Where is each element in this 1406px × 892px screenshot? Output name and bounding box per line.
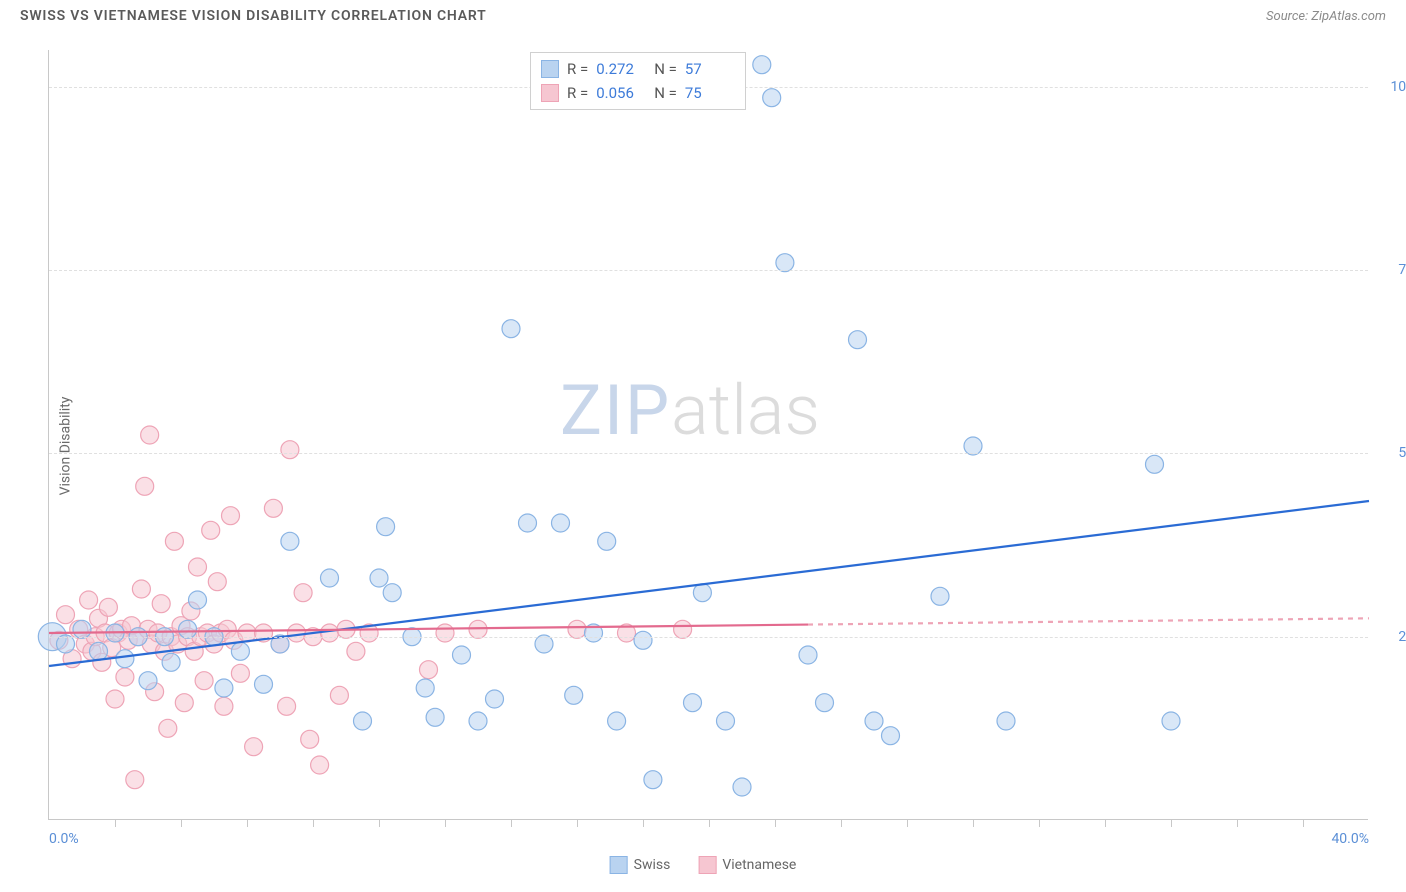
scatter-svg xyxy=(49,50,1368,819)
stat-r-viet: 0.056 xyxy=(596,81,646,105)
source-label: Source: ZipAtlas.com xyxy=(1266,9,1386,24)
stats-row-viet: R = 0.056 N = 75 xyxy=(541,81,735,105)
stat-n-label: N = xyxy=(654,81,677,105)
stat-n-viet: 75 xyxy=(685,81,735,105)
legend-item-swiss: Swiss xyxy=(610,856,671,874)
y-tick-label: 10.0% xyxy=(1390,79,1406,95)
legend-label-viet: Vietnamese xyxy=(722,857,796,873)
legend-swatch-swiss xyxy=(610,856,628,874)
bottom-legend: Swiss Vietnamese xyxy=(610,856,797,874)
legend-label-swiss: Swiss xyxy=(634,857,671,873)
x-tick-label: 0.0% xyxy=(49,831,79,847)
stat-n-swiss: 57 xyxy=(685,57,735,81)
y-tick-label: 7.5% xyxy=(1398,262,1406,278)
stats-row-swiss: R = 0.272 N = 57 xyxy=(541,57,735,81)
chart-plot-area: 2.5%5.0%7.5%10.0%0.0%40.0% xyxy=(48,50,1368,820)
chart-title: SWISS VS VIETNAMESE VISION DISABILITY CO… xyxy=(20,8,487,24)
swatch-swiss xyxy=(541,60,559,78)
stat-r-swiss: 0.272 xyxy=(596,57,646,81)
legend-item-viet: Vietnamese xyxy=(698,856,796,874)
correlation-stats-box: R = 0.272 N = 57 R = 0.056 N = 75 xyxy=(530,52,746,110)
stat-n-label: N = xyxy=(654,57,677,81)
y-tick-label: 5.0% xyxy=(1398,445,1406,461)
stat-r-label: R = xyxy=(567,81,588,105)
legend-swatch-viet xyxy=(698,856,716,874)
x-tick-label: 40.0% xyxy=(1331,831,1369,847)
swatch-viet xyxy=(541,84,559,102)
stat-r-label: R = xyxy=(567,57,588,81)
y-tick-label: 2.5% xyxy=(1398,629,1406,645)
